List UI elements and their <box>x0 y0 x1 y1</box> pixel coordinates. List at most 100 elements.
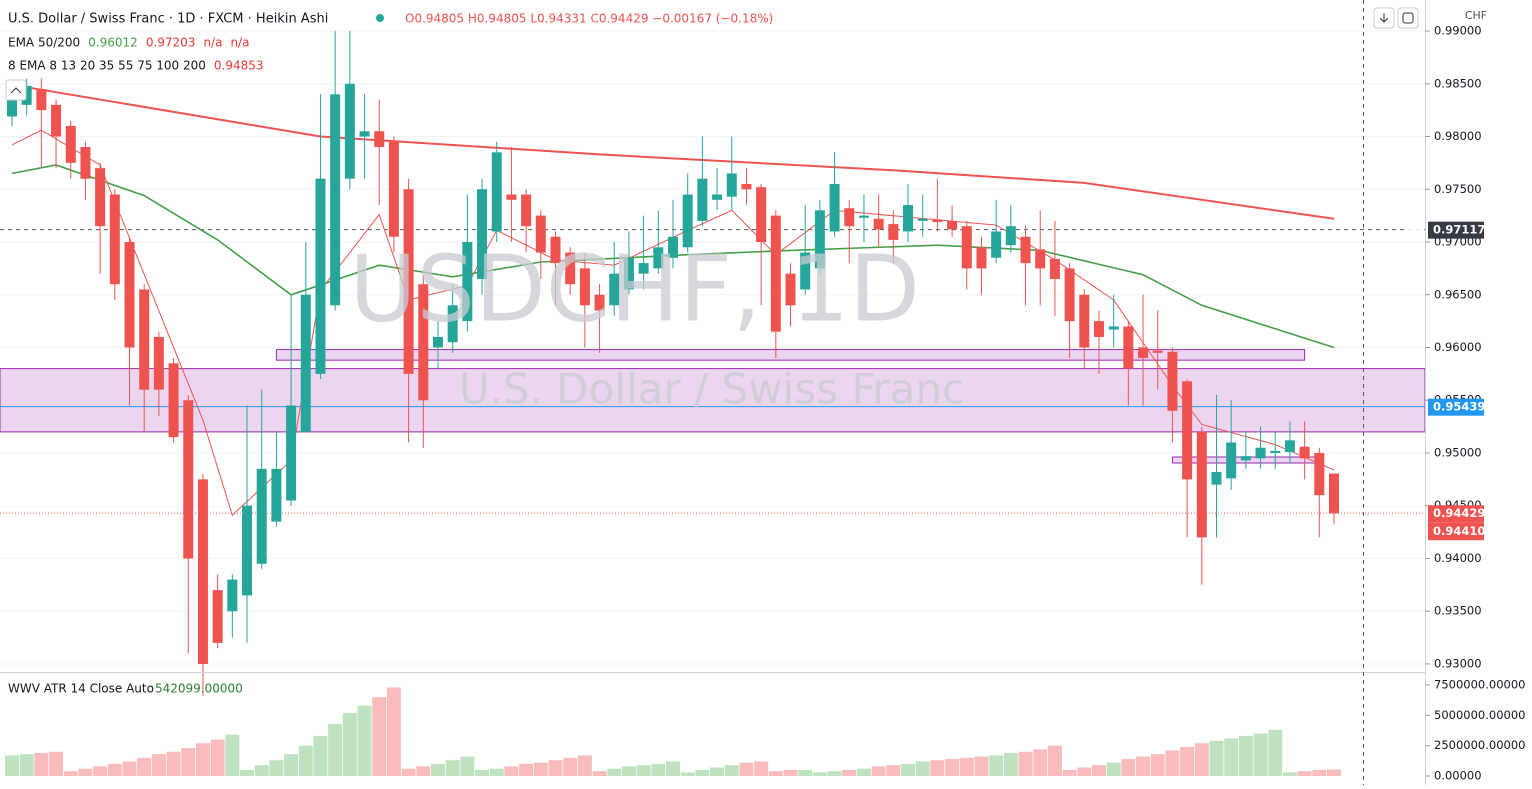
collapse-icon <box>10 87 22 94</box>
settings-button[interactable] <box>1397 7 1419 29</box>
price-tag <box>1428 398 1484 416</box>
atr-bar <box>886 765 901 776</box>
candle-body <box>1138 347 1149 359</box>
candle-body <box>550 236 561 264</box>
status-dot <box>376 14 384 22</box>
candle-body <box>1005 226 1016 246</box>
atr-bar <box>930 760 945 776</box>
atr-bar <box>1253 733 1268 776</box>
indicator-reading: n/a <box>203 36 222 50</box>
atr-bar <box>1312 769 1327 776</box>
atr-bar <box>386 687 401 776</box>
candle-body <box>330 94 341 306</box>
candle-body <box>770 215 781 332</box>
atr-bar <box>489 768 504 777</box>
candle-body <box>447 305 458 343</box>
atr-bar <box>710 767 725 776</box>
y-tick-label: 0.98000 <box>1434 129 1482 143</box>
candle-body <box>1079 294 1090 348</box>
price-tag-label: 0.94410 <box>1433 524 1485 538</box>
candle-body <box>756 187 767 243</box>
atr-bar <box>328 723 343 776</box>
candle-body <box>829 183 840 232</box>
candle-body <box>521 194 532 227</box>
atr-reading: 542099.00000 <box>155 682 243 696</box>
atr-bar <box>1327 769 1341 776</box>
candle-body <box>403 189 414 374</box>
atr-bar <box>210 739 225 776</box>
candle-body <box>315 178 326 374</box>
atr-bar <box>519 763 534 777</box>
atr-bar <box>5 755 19 776</box>
atr-bar <box>78 768 93 777</box>
atr-bar <box>254 765 269 776</box>
candle-body <box>1093 321 1104 337</box>
candle-body <box>388 141 399 237</box>
atr-bar <box>122 761 137 776</box>
atr-bar <box>1033 749 1048 776</box>
candle-body <box>1226 442 1237 479</box>
y-tick-label: 0.95000 <box>1434 445 1482 459</box>
atr-bar <box>739 762 754 776</box>
atr-bar <box>695 769 710 776</box>
atr-bar <box>107 763 122 777</box>
ma-line <box>11 83 1335 220</box>
candle-body <box>873 218 884 230</box>
candle-body <box>623 257 634 290</box>
candle-body <box>506 194 517 200</box>
chart-title: U.S. Dollar / Swiss Franc · 1D · FXCM · … <box>8 12 328 27</box>
price-tag-label: 0.94429 <box>1433 506 1485 520</box>
candle-body <box>1329 473 1339 514</box>
atr-bar <box>533 762 548 776</box>
candle-body <box>1035 249 1046 269</box>
candle-body <box>903 205 914 232</box>
atr-bar <box>401 768 416 777</box>
collapse-button[interactable] <box>5 79 27 101</box>
candle-body <box>991 231 1002 258</box>
candle-body <box>212 590 223 643</box>
atr-bar <box>754 761 769 776</box>
atr-bar <box>945 759 960 776</box>
candle-body <box>65 125 76 163</box>
atr-bar <box>1091 765 1106 776</box>
crosshair-icon <box>1408 223 1420 236</box>
candle-body <box>1299 446 1310 459</box>
indicator-reading: 0.96012 <box>88 36 138 50</box>
atr-bar <box>298 745 313 776</box>
indicator-reading: 0.97203 <box>146 36 196 50</box>
candle-body <box>21 85 32 105</box>
candle-body <box>242 505 253 596</box>
candle-body <box>638 263 649 274</box>
candle-body <box>1182 381 1193 480</box>
atr-tick-label: 7500000.00000 <box>1434 678 1525 692</box>
atr-bar <box>137 757 152 776</box>
atr-bar <box>1062 769 1077 776</box>
atr-bar <box>592 771 607 776</box>
atr-bar <box>577 755 592 776</box>
watermark-subtitle: U.S. Dollar / Swiss Franc <box>459 365 965 414</box>
price-tag-label: 0.95439 <box>1433 400 1485 414</box>
candle-body <box>858 215 869 218</box>
candle-body <box>1255 447 1266 459</box>
atr-bar <box>284 754 299 776</box>
atr-bar <box>445 760 460 776</box>
atr-bar <box>313 735 328 776</box>
candle-body <box>359 131 370 137</box>
candle-body <box>168 363 179 438</box>
candle-body <box>1049 258 1060 279</box>
price-tag-label: 0.97117 <box>1433 223 1485 237</box>
candle-body <box>227 579 238 612</box>
atr-bar <box>563 757 578 776</box>
candle-body <box>976 247 987 269</box>
candle-body <box>1284 440 1295 452</box>
indicator-name: EMA 50/200 <box>8 36 80 50</box>
candle-body <box>124 242 135 348</box>
candle-body <box>1167 351 1178 411</box>
candle-body <box>300 294 311 432</box>
atr-bar <box>49 751 64 776</box>
candle-body <box>36 89 47 111</box>
candle-body <box>153 336 164 390</box>
atr-tick-label: 2500000.00000 <box>1434 738 1525 752</box>
atr-bar <box>195 743 210 776</box>
candle-body <box>197 479 208 664</box>
